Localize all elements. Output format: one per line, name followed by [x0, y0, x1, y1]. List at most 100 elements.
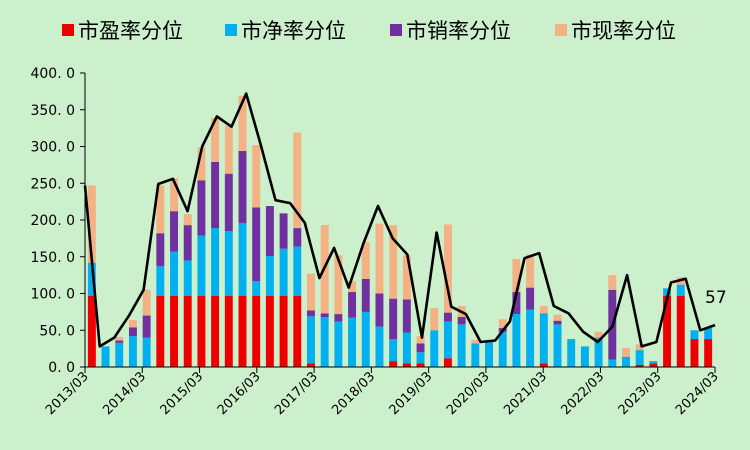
legend-swatch-2 [390, 24, 402, 36]
bar-segment-s1-6 [170, 251, 178, 296]
end-label: 57 [705, 288, 727, 308]
x-tick-label: 2024/03 [673, 369, 722, 418]
y-tick-label: 100. 0 [30, 287, 75, 303]
x-tick-label: 2014/03 [100, 369, 149, 418]
x-tick-label: 2018/03 [329, 369, 378, 418]
x-axis: 2013/03 2014/03 2015/03 2016/03 2017/03 2018/… [43, 366, 722, 418]
bar-segment-s3-16 [307, 273, 315, 311]
bar-segment-s1-38 [608, 359, 617, 367]
bar-segment-s1-26 [443, 321, 452, 359]
bar-segment-s1-42 [663, 288, 672, 296]
bar-segment-s0-7 [183, 295, 192, 367]
bar-segment-s3-21 [375, 223, 384, 294]
bar-segment-s1-18 [334, 321, 343, 367]
x-tick-label: 2022/03 [558, 369, 607, 418]
bar-segment-s2-16 [307, 310, 315, 317]
bar-segment-s1-31 [512, 314, 521, 367]
bar-segment-s3-38 [608, 275, 617, 290]
bar-segment-s1-44 [690, 330, 699, 340]
bar-segment-s3-19 [348, 281, 357, 293]
bar-segment-s3-33 [539, 305, 548, 314]
x-tick-label: 2017/03 [272, 369, 321, 418]
bar-segment-s3-11 [238, 95, 247, 151]
bar-segment-s0-0 [87, 295, 96, 367]
bar-segment-s0-43 [676, 295, 685, 367]
bar-segment-s3-32 [526, 254, 535, 288]
legend-swatch-0 [62, 24, 74, 36]
bar-segment-s0-10 [224, 295, 233, 367]
bar-segment-s2-23 [402, 299, 411, 333]
bar-segment-s0-6 [170, 295, 178, 367]
bar-segment-s2-4 [142, 315, 151, 338]
bar-segment-s2-19 [348, 292, 357, 318]
bar-segment-s2-7 [183, 225, 192, 261]
bar-segment-s1-21 [375, 326, 384, 367]
bar-segment-s1-4 [142, 337, 151, 367]
bar-segment-s0-12 [252, 295, 261, 367]
x-tick-label: 2015/03 [158, 369, 207, 418]
x-tick-label: 2019/03 [387, 369, 436, 418]
bar-segment-s1-15 [293, 246, 302, 296]
bar-segment-s0-45 [704, 339, 713, 367]
bar-segment-s1-19 [348, 317, 357, 367]
bar-segment-s0-16 [307, 363, 315, 367]
y-tick-label: 50. 0 [39, 323, 75, 339]
bar-segment-s1-35 [567, 339, 576, 367]
bar-segment-s3-25 [430, 308, 439, 331]
bar-segment-s2-22 [389, 298, 398, 340]
bar-segment-s3-5 [156, 185, 165, 234]
bar-segment-s2-32 [526, 287, 535, 310]
bar-segment-s1-1 [101, 346, 110, 367]
bar-segment-s2-27 [457, 317, 466, 325]
bar-segment-s2-26 [443, 312, 452, 322]
bar-segment-s1-11 [238, 222, 247, 296]
bar-segment-s1-0 [87, 262, 96, 296]
bar-segment-s3-28 [471, 339, 480, 344]
bar-segment-s0-9 [211, 295, 220, 367]
bar-segment-s1-24 [416, 352, 425, 364]
bar-segment-s2-11 [238, 150, 247, 223]
y-tick-label: 250. 0 [30, 176, 75, 192]
bar-segment-s2-2 [115, 340, 124, 343]
bar-segment-s1-36 [580, 346, 589, 367]
bar-segment-s2-20 [361, 278, 370, 312]
bar-segment-s1-22 [389, 339, 398, 362]
bar-segment-s1-41 [649, 361, 658, 364]
bar-segment-s1-25 [430, 330, 439, 367]
bar-segment-s1-39 [622, 356, 630, 367]
bar-segment-s0-44 [690, 339, 699, 367]
bar-segment-s2-17 [320, 313, 329, 318]
x-tick-label: 2023/03 [616, 369, 665, 418]
bar-segment-s0-15 [293, 295, 302, 367]
bar-segment-s3-7 [183, 214, 192, 226]
bar-segment-s3-22 [389, 225, 398, 299]
bar-segment-s0-33 [539, 363, 548, 367]
bar-segment-s3-3 [128, 319, 137, 328]
x-tick-label: 2021/03 [501, 369, 550, 418]
bar-segment-s2-14 [279, 213, 288, 249]
aggregate-line [83, 92, 716, 348]
bar-segment-s3-31 [512, 258, 521, 293]
bar-segment-s1-40 [635, 350, 644, 365]
bar-segment-s3-4 [142, 289, 151, 316]
bar-segment-s2-31 [512, 292, 521, 315]
bar-segment-s1-5 [156, 266, 165, 296]
bar-segment-s0-41 [649, 363, 658, 367]
bar-segment-s1-20 [361, 311, 370, 367]
bar-segment-s3-23 [402, 255, 411, 300]
bar-segment-s2-10 [224, 173, 233, 232]
bar-segment-s3-15 [293, 132, 302, 229]
bar-segment-s2-18 [334, 314, 343, 322]
bar-segment-s1-34 [553, 324, 562, 367]
bar-segment-s1-13 [265, 256, 274, 296]
bar-segment-s2-12 [252, 207, 261, 282]
bar-segment-s0-11 [238, 295, 247, 367]
legend-label-3: 市现率分位 [571, 19, 676, 43]
bars [87, 95, 713, 367]
bar-segment-s3-12 [252, 145, 261, 208]
bar-segment-s3-8 [197, 147, 206, 181]
bar-segment-s2-9 [211, 161, 220, 229]
bar-segment-s1-30 [498, 331, 507, 367]
bar-segment-s1-28 [471, 343, 480, 367]
bar-segment-s2-5 [156, 233, 165, 267]
